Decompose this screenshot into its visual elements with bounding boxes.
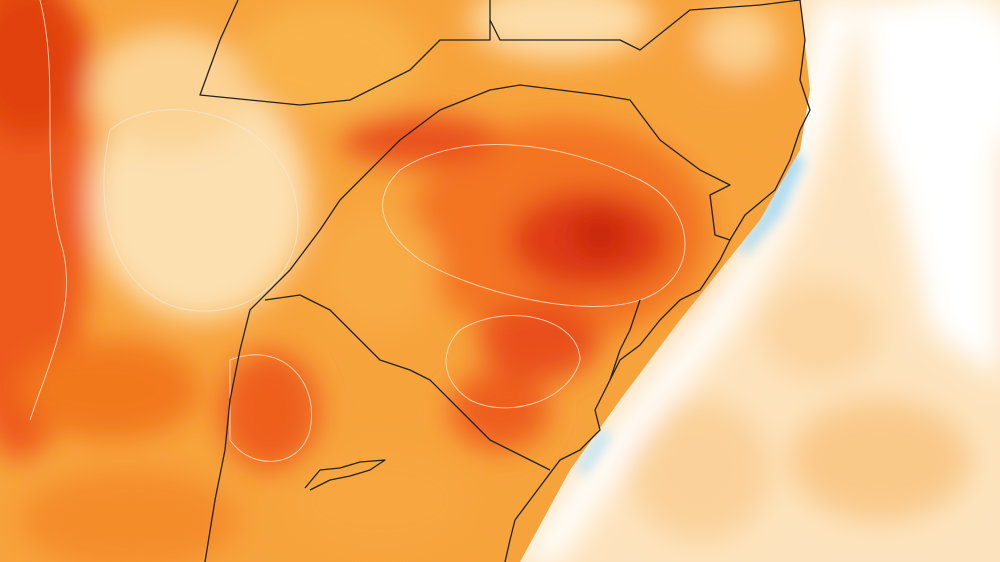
land-area [0,0,810,562]
cool-anomaly-coast [575,150,805,475]
contour-lines [29,0,686,462]
ocean-shading [520,0,1000,562]
state-borders [199,0,811,562]
